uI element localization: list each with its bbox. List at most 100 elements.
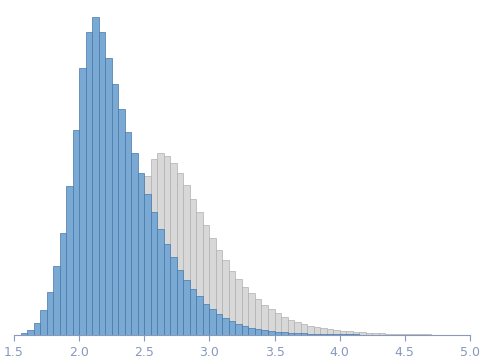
Bar (223, 318, 229, 335)
Bar (138, 207, 144, 335)
Bar (79, 68, 86, 335)
Bar (157, 152, 164, 335)
Bar (183, 185, 190, 335)
Bar (210, 238, 216, 335)
Bar (314, 327, 320, 335)
Bar (261, 330, 268, 335)
Bar (287, 320, 294, 335)
Bar (144, 176, 151, 335)
Bar (242, 287, 248, 335)
Bar (320, 334, 327, 335)
Bar (314, 334, 320, 335)
Bar (203, 303, 210, 335)
Bar (157, 229, 164, 335)
Bar (46, 292, 53, 335)
Bar (112, 84, 118, 335)
Bar (105, 58, 112, 335)
Bar (190, 199, 197, 335)
Bar (86, 32, 92, 335)
Bar (346, 331, 353, 335)
Bar (287, 333, 294, 335)
Bar (216, 314, 223, 335)
Bar (33, 323, 40, 335)
Bar (301, 333, 307, 335)
Bar (353, 333, 359, 335)
Bar (112, 330, 118, 335)
Bar (92, 17, 99, 335)
Bar (40, 310, 46, 335)
Bar (274, 333, 281, 335)
Bar (320, 328, 327, 335)
Bar (378, 333, 385, 335)
Bar (66, 187, 73, 335)
Bar (170, 257, 177, 335)
Bar (170, 163, 177, 335)
Bar (151, 159, 157, 335)
Bar (118, 109, 125, 335)
Bar (372, 333, 378, 335)
Bar (151, 212, 157, 335)
Bar (294, 333, 301, 335)
Bar (242, 326, 248, 335)
Bar (144, 193, 151, 335)
Bar (411, 334, 418, 335)
Bar (27, 330, 33, 335)
Bar (210, 309, 216, 335)
Bar (248, 328, 255, 335)
Bar (301, 324, 307, 335)
Bar (203, 225, 210, 335)
Bar (405, 334, 411, 335)
Bar (53, 266, 60, 335)
Bar (281, 317, 287, 335)
Bar (235, 279, 242, 335)
Bar (327, 329, 333, 335)
Bar (307, 326, 314, 335)
Bar (418, 334, 424, 335)
Bar (223, 260, 229, 335)
Bar (359, 333, 366, 335)
Bar (197, 212, 203, 335)
Bar (164, 156, 170, 335)
Bar (229, 271, 235, 335)
Bar (138, 173, 144, 335)
Bar (281, 333, 287, 335)
Bar (353, 334, 359, 335)
Bar (190, 289, 197, 335)
Bar (60, 233, 66, 335)
Bar (340, 334, 346, 335)
Bar (366, 333, 372, 335)
Bar (73, 130, 79, 335)
Bar (294, 322, 301, 335)
Bar (398, 334, 405, 335)
Bar (307, 334, 314, 335)
Bar (131, 152, 138, 335)
Bar (125, 132, 131, 335)
Bar (99, 32, 105, 335)
Bar (255, 299, 261, 335)
Bar (392, 334, 398, 335)
Bar (118, 317, 125, 335)
Bar (197, 296, 203, 335)
Bar (255, 329, 261, 335)
Bar (229, 321, 235, 335)
Bar (424, 334, 431, 335)
Bar (164, 244, 170, 335)
Bar (327, 334, 333, 335)
Bar (333, 330, 340, 335)
Bar (333, 334, 340, 335)
Bar (268, 331, 274, 335)
Bar (183, 280, 190, 335)
Bar (274, 313, 281, 335)
Bar (261, 305, 268, 335)
Bar (248, 293, 255, 335)
Bar (177, 173, 183, 335)
Bar (340, 331, 346, 335)
Bar (346, 334, 353, 335)
Bar (131, 248, 138, 335)
Bar (268, 309, 274, 335)
Bar (216, 250, 223, 335)
Bar (235, 324, 242, 335)
Bar (21, 333, 27, 335)
Bar (125, 289, 131, 335)
Bar (385, 334, 392, 335)
